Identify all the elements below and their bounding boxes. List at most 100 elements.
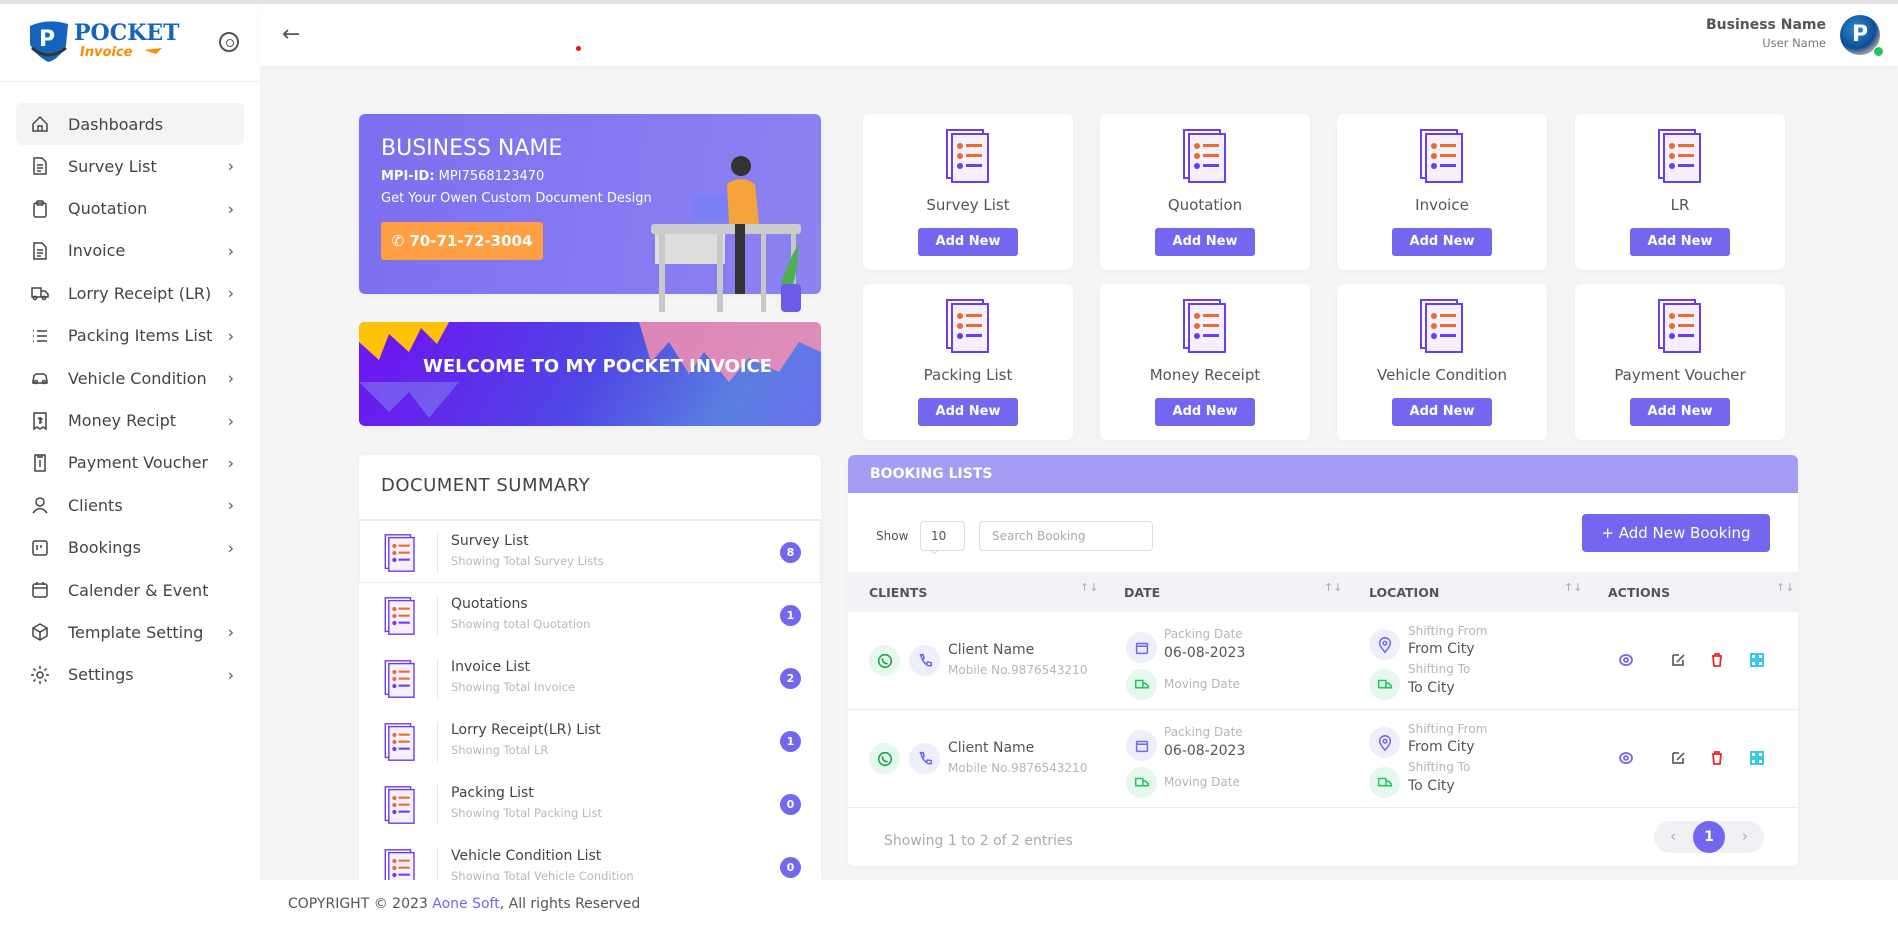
phone-button[interactable]: ✆ 70-71-72-3004 (381, 222, 543, 260)
sidebar-item-vehicle-condition[interactable]: Vehicle Condition › (16, 357, 244, 399)
col-date[interactable]: DATE (1124, 585, 1161, 600)
grid-options-icon[interactable] (1749, 750, 1765, 766)
chevron-right-icon: › (227, 199, 234, 219)
top-border (0, 0, 1898, 4)
sidebar-item-bookings[interactable]: Bookings › (16, 527, 244, 569)
sidebar-item-settings[interactable]: Settings › (16, 654, 244, 696)
divider (437, 533, 438, 573)
sort-icon[interactable]: ↑↓ (1324, 581, 1343, 594)
count-badge: 1 (780, 605, 801, 626)
sidebar-toggle-icon[interactable] (219, 32, 239, 52)
svg-text:P: P (39, 27, 55, 52)
grid-options-icon[interactable] (1749, 652, 1765, 668)
sidebar-item-template-setting[interactable]: Template Setting › (16, 611, 244, 653)
calendar-icon (1126, 632, 1157, 663)
whatsapp-icon[interactable] (869, 645, 900, 676)
summary-item-quotations[interactable]: Quotations Showing total Quotation 1 (359, 583, 821, 646)
phone-call-icon[interactable] (909, 743, 940, 774)
tile-label: Survey List (926, 196, 1010, 214)
chevron-right-icon: › (227, 453, 234, 473)
summary-title: DOCUMENT SUMMARY (381, 475, 591, 496)
view-eye-icon[interactable] (1618, 750, 1634, 766)
packing-list-document-icon (946, 299, 989, 353)
sidebar-item-survey-list[interactable]: Survey List › (16, 145, 244, 187)
phone-icon: ✆ (391, 232, 410, 250)
tile-money-receipt: Money Receipt Add New (1100, 284, 1310, 440)
company-link[interactable]: Aone Soft (432, 896, 500, 912)
sidebar-item-dashboards[interactable]: Dashboards (16, 103, 244, 145)
sort-icon[interactable]: ↑↓ (1564, 581, 1583, 594)
sidebar-item-payment-voucher[interactable]: Payment Voucher › (16, 442, 244, 484)
divider (437, 848, 438, 880)
sidebar-item-invoice[interactable]: Invoice › (16, 230, 244, 272)
chevron-right-icon: › (227, 156, 234, 176)
divider (437, 596, 438, 636)
clipboard-icon (33, 199, 47, 218)
pocket-invoice-logo[interactable]: P POCKET Invoice (28, 18, 208, 64)
sort-icon[interactable]: ↑↓ (1080, 581, 1099, 594)
chevron-right-icon: › (227, 326, 234, 346)
tile-label: Invoice (1415, 196, 1469, 214)
sort-icon[interactable]: ↑↓ (1776, 581, 1795, 594)
home-icon (32, 115, 48, 132)
add-new-survey-list-button[interactable]: Add New (918, 228, 1018, 256)
view-eye-icon[interactable] (1618, 652, 1634, 668)
shifting-to-label: Shifting To (1408, 662, 1471, 676)
summary-item-packing-list[interactable]: Packing List Showing Total Packing List 0 (359, 772, 821, 835)
sidebar-item-lorry-receipt-lr[interactable]: Lorry Receipt (LR) › (16, 272, 244, 314)
col-clients[interactable]: CLIENTS (869, 585, 928, 600)
user-info[interactable]: Business Name User Name (1706, 17, 1826, 50)
truck-icon (1126, 767, 1157, 798)
user-name: User Name (1762, 36, 1826, 50)
tile-label: LR (1670, 196, 1690, 214)
add-new-payment-voucher-button[interactable]: Add New (1630, 398, 1730, 426)
delete-trash-icon[interactable] (1709, 750, 1725, 766)
chevron-right-icon: › (227, 622, 234, 642)
add-new-booking-button[interactable]: + Add New Booking (1582, 514, 1770, 552)
summary-item-lorry-receipt-lr-list[interactable]: Lorry Receipt(LR) List Showing Total LR 1 (359, 709, 821, 772)
back-arrow-icon[interactable]: ← (282, 22, 301, 47)
summary-item-survey-list[interactable]: Survey List Showing Total Survey Lists 8 (359, 520, 821, 583)
file-text-icon (33, 242, 47, 260)
add-new-invoice-button[interactable]: Add New (1392, 228, 1492, 256)
sidebar-item-label: Vehicle Condition (68, 368, 207, 388)
search-booking-input[interactable] (979, 521, 1153, 551)
sidebar-item-quotation[interactable]: Quotation › (16, 187, 244, 229)
client-name[interactable]: Client Name (948, 642, 1035, 658)
edit-icon[interactable] (1670, 652, 1686, 668)
sidebar-item-clients[interactable]: Clients › (16, 484, 244, 526)
summary-item-vehicle-condition-list[interactable]: Vehicle Condition List Showing Total Vehi… (359, 835, 821, 880)
page-1-button[interactable]: 1 (1693, 821, 1725, 853)
sidebar-item-packing-items-list[interactable]: Packing Items List › (16, 315, 244, 357)
moving-date-label: Moving Date (1164, 775, 1240, 789)
box-icon (32, 623, 48, 642)
payment-voucher-document-icon (1658, 299, 1701, 353)
tile-label: Money Receipt (1149, 366, 1261, 384)
phone-call-icon[interactable] (909, 645, 940, 676)
col-location[interactable]: LOCATION (1369, 585, 1440, 600)
client-mobile: Mobile No.9876543210 (948, 761, 1088, 775)
delete-trash-icon[interactable] (1709, 652, 1725, 668)
col-actions[interactable]: ACTIONS (1608, 585, 1671, 600)
sidebar-item-money-recipt[interactable]: Money Recipt › (16, 399, 244, 441)
sidebar-item-label: Settings (68, 665, 134, 685)
tile-label: Quotation (1167, 196, 1243, 214)
add-new-packing-list-button[interactable]: Add New (918, 398, 1018, 426)
packing-date-label: Packing Date (1164, 627, 1243, 641)
next-page-button[interactable]: › (1742, 827, 1748, 845)
shifting-from-label: Shifting From (1408, 624, 1488, 638)
add-new-quotation-button[interactable]: Add New (1155, 228, 1255, 256)
add-new-money-receipt-button[interactable]: Add New (1155, 398, 1255, 426)
edit-icon[interactable] (1670, 750, 1686, 766)
sidebar-item-calender-event[interactable]: Calender & Event (16, 569, 244, 611)
summary-item-subtitle: Showing Total LR (451, 743, 549, 757)
whatsapp-icon[interactable] (869, 743, 900, 774)
page-size-select[interactable]: 10 ⌵ (920, 521, 965, 557)
prev-page-button[interactable]: ‹ (1670, 827, 1676, 845)
top-header: ← Business Name User Name P (260, 4, 1898, 66)
client-name[interactable]: Client Name (948, 740, 1035, 756)
calendar-icon (32, 582, 48, 598)
add-new-vehicle-condition-button[interactable]: Add New (1392, 398, 1492, 426)
add-new-lr-button[interactable]: Add New (1630, 228, 1730, 256)
summary-item-invoice-list[interactable]: Invoice List Showing Total Invoice 2 (359, 646, 821, 709)
